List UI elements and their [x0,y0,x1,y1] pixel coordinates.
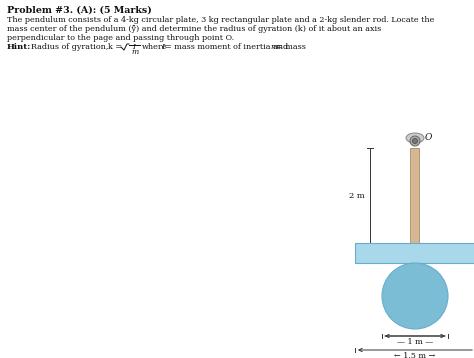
Text: I: I [132,43,135,51]
Text: Radius of gyration,: Radius of gyration, [31,43,109,51]
Text: perpendicular to the page and passing through point O.: perpendicular to the page and passing th… [7,34,234,42]
Text: — 1 m —: — 1 m — [397,338,433,346]
Text: = mass moment of inertia and: = mass moment of inertia and [165,43,288,51]
Text: m: m [131,48,139,56]
Bar [355,243,474,263]
Text: mass center of the pendulum (ỹ̄) and determine the radius of gyration (k) of it : mass center of the pendulum (ỹ̄) and det… [7,25,381,33]
Text: Problem #3. (A): (5 Marks): Problem #3. (A): (5 Marks) [7,6,152,15]
Circle shape [412,139,418,144]
Ellipse shape [406,133,424,143]
Circle shape [410,136,420,146]
Text: The pendulum consists of a 4-kg circular plate, 3 kg rectangular plate and a 2-k: The pendulum consists of a 4-kg circular… [7,16,434,24]
Circle shape [382,263,448,329]
Bar [410,148,419,243]
Text: O: O [425,132,432,141]
Text: Hint:: Hint: [7,43,31,51]
Text: 2 m: 2 m [349,192,365,199]
Text: I: I [161,43,164,51]
Text: = mass: = mass [276,43,306,51]
Text: where: where [142,43,167,51]
Text: m: m [270,43,278,51]
Text: ← 1.5 m →: ← 1.5 m → [394,352,436,358]
Text: k =: k = [108,43,122,51]
